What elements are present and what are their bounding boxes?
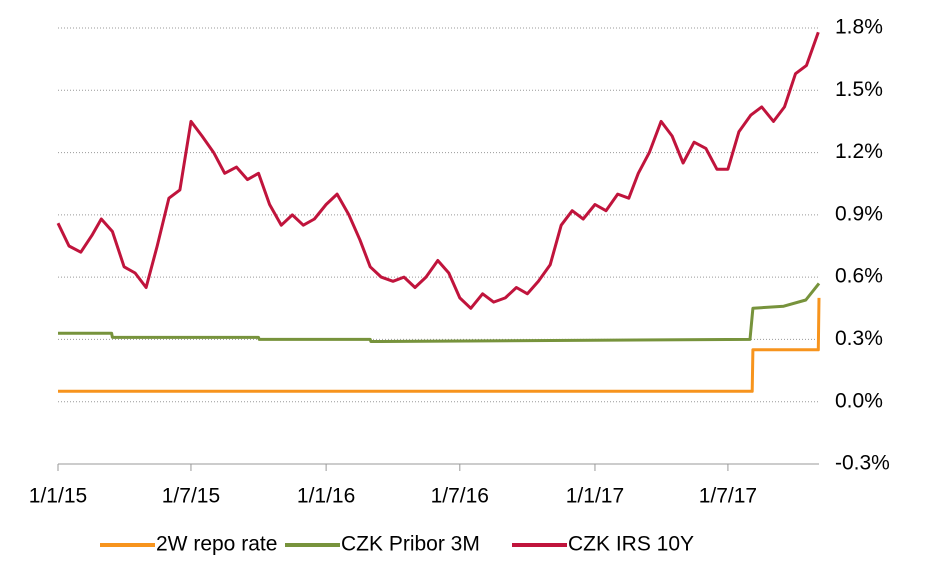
legend-label: CZK IRS 10Y [568, 533, 694, 556]
x-tick-label: 1/1/17 [566, 485, 624, 508]
y-tick-label: 0.0% [835, 389, 883, 412]
y-tick-label: 1.2% [835, 140, 883, 163]
x-tick-label: 1/1/15 [29, 485, 87, 508]
x-tick-label: 1/7/17 [699, 485, 757, 508]
y-tick-label: 1.8% [835, 16, 883, 39]
x-tick-label: 1/1/16 [297, 485, 355, 508]
x-tick-label: 1/7/15 [162, 485, 220, 508]
line-series [58, 297, 821, 393]
legend-label: 2W repo rate [156, 533, 277, 556]
x-tick-label: 1/7/16 [431, 485, 489, 508]
line-series [56, 31, 820, 310]
y-tick-label: 1.5% [835, 78, 883, 101]
y-tick-label: -0.3% [835, 452, 890, 475]
y-tick-label: 0.9% [835, 202, 883, 225]
y-tick-label: 0.3% [835, 327, 883, 350]
legend-label: CZK Pribor 3M [341, 533, 480, 556]
line-series [58, 282, 821, 343]
y-tick-label: 0.6% [835, 265, 883, 288]
